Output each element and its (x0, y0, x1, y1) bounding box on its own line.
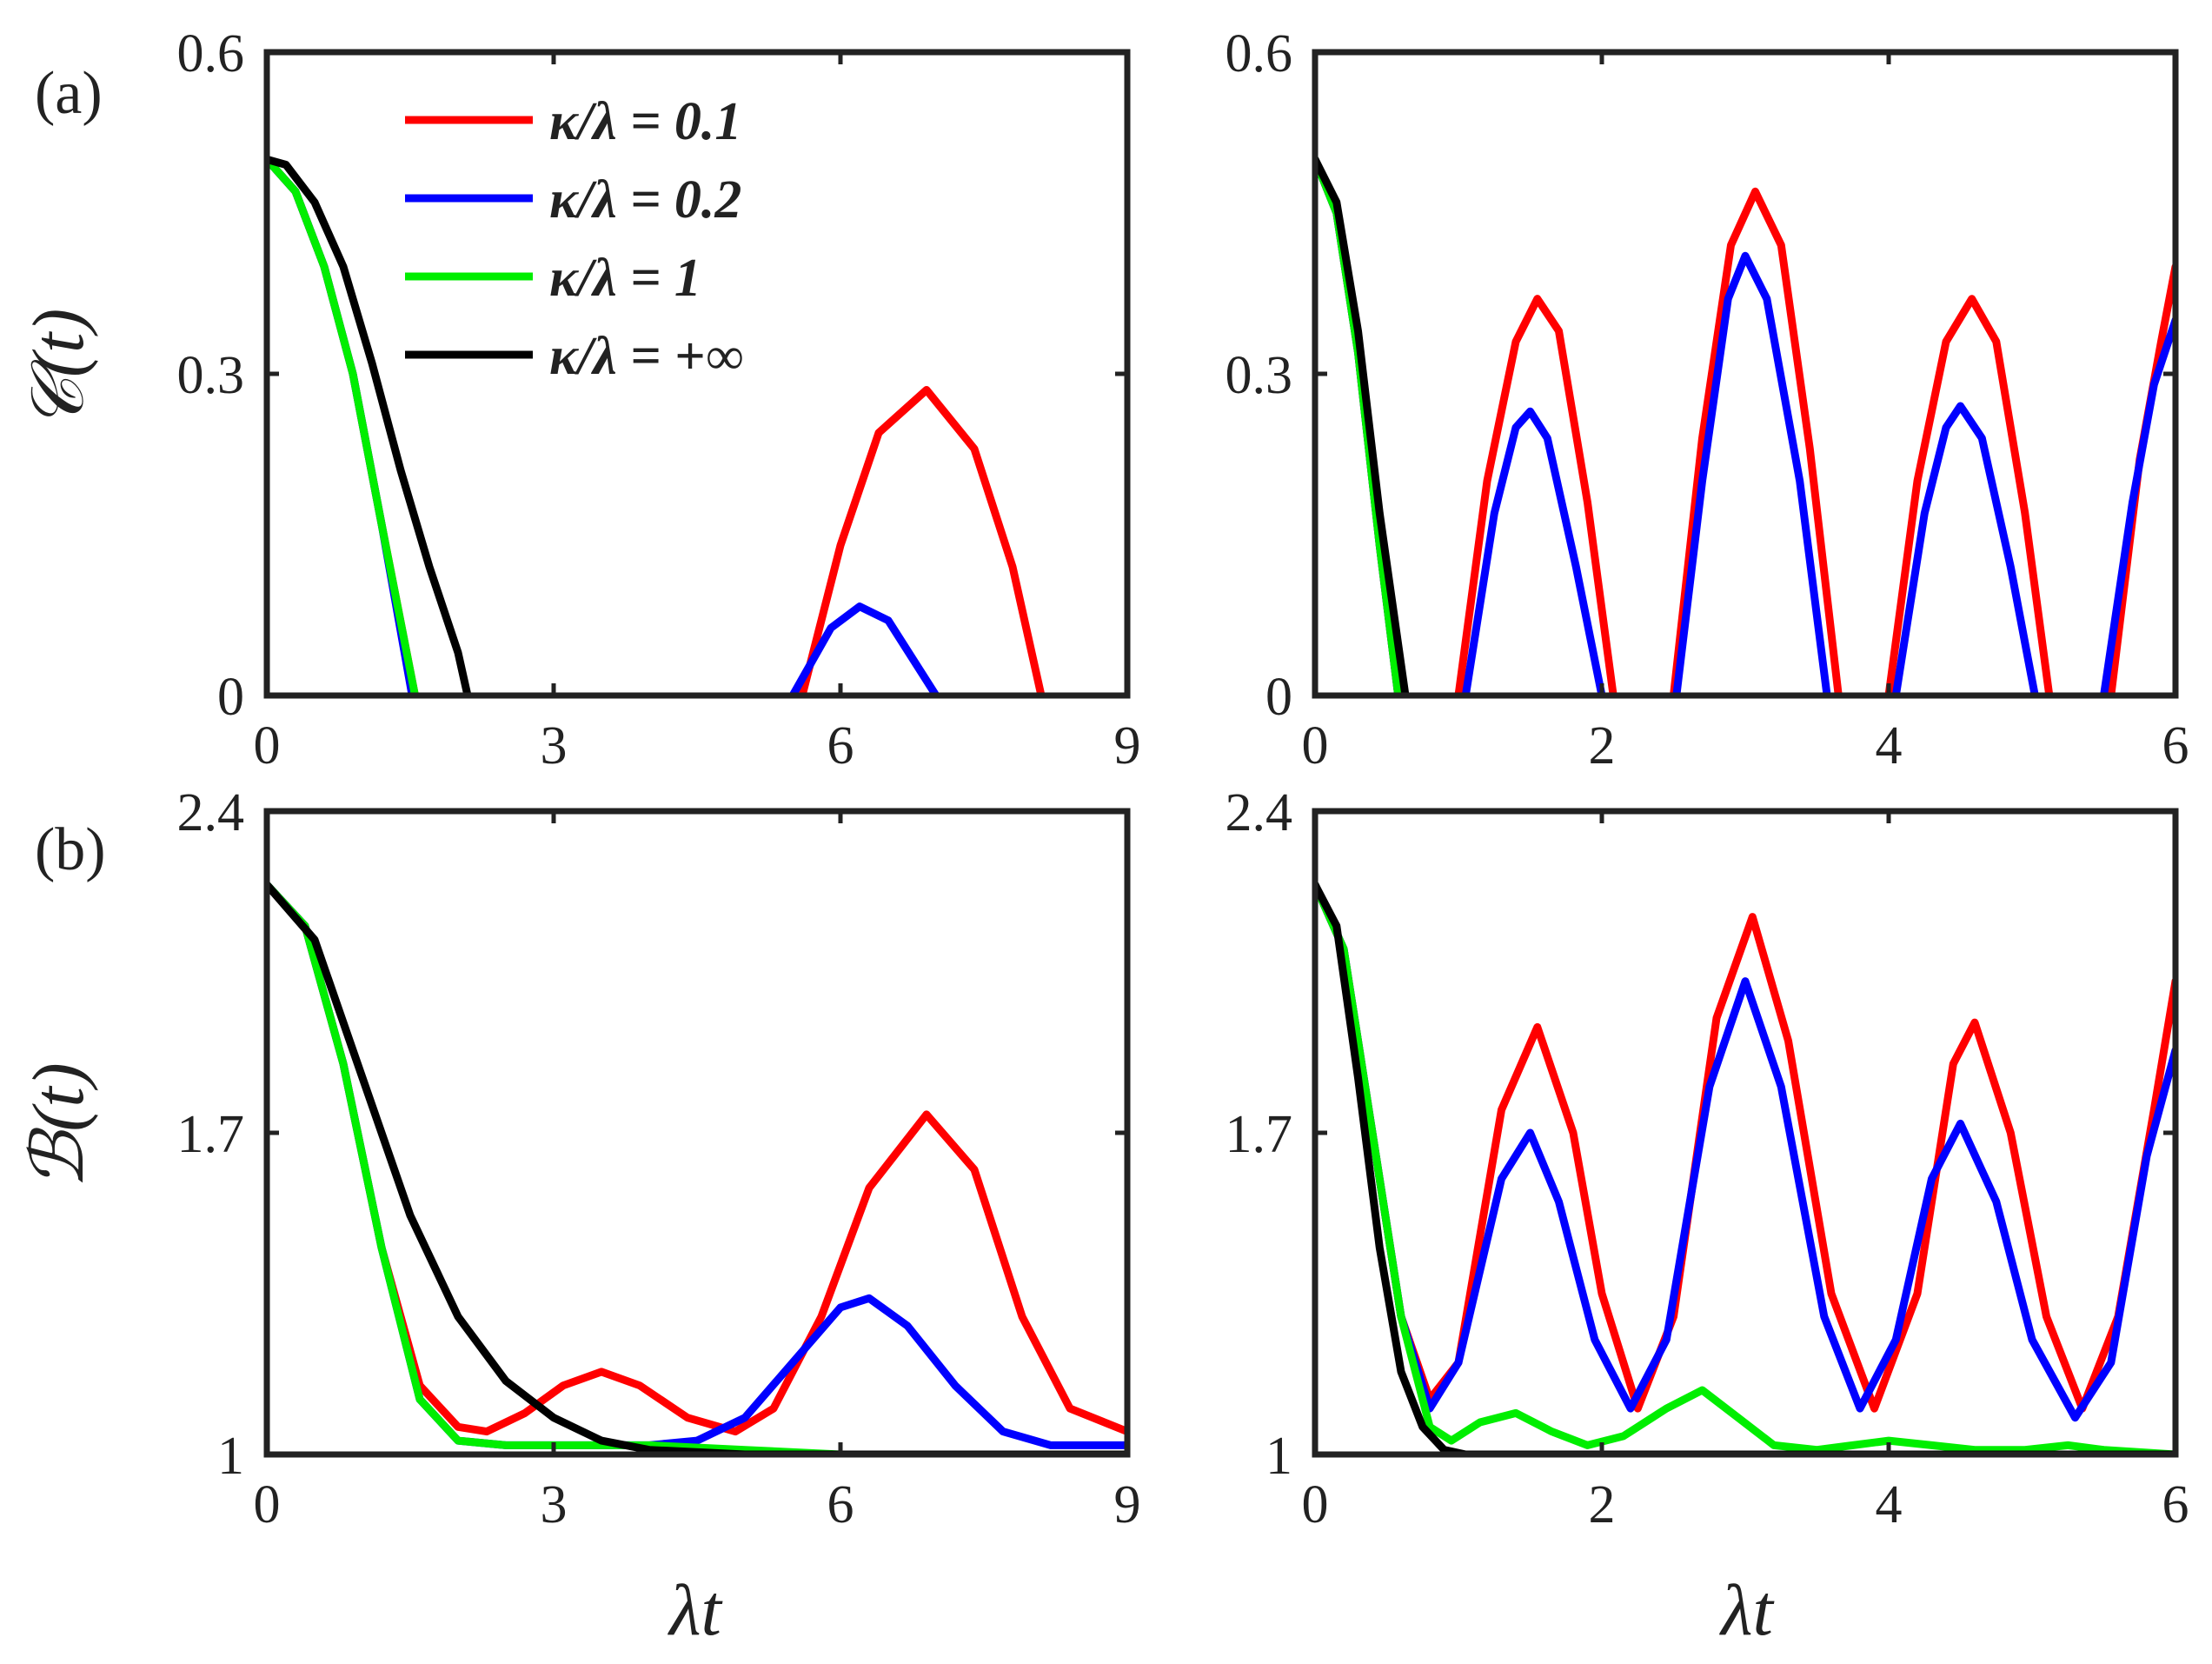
panel-b-right: 0 2 4 6 1 1.7 2.4 (1226, 783, 2189, 1534)
y-tick-label-b-left-2: 2.4 (177, 783, 245, 842)
series-line-b-right-2-0 (1315, 881, 2175, 1454)
x-tick-label-a-left-2: 6 (827, 716, 854, 775)
series-line-a-right-0-2 (1670, 187, 1843, 696)
panel-label-b: (b) (35, 816, 106, 883)
x-tick-label-b-right-1: 2 (1589, 1475, 1616, 1534)
series-line-a-right-0-3 (1884, 295, 2054, 696)
y-tick-label-b-right-2: 2.4 (1226, 783, 1293, 842)
series-line-b-left-3-0 (267, 881, 1127, 1454)
legend-label-k1: κ/λ = 1 (549, 249, 701, 308)
series-line-a-right-2-0 (1315, 155, 1403, 696)
legend-entry-k1: κ/λ = 1 (405, 249, 701, 308)
x-tick-label-b-left-0: 0 (254, 1475, 281, 1534)
x-axis-title-right: λt (1718, 1570, 1775, 1651)
legend-label-kinf: κ/λ = +∞ (549, 327, 743, 386)
axes-frame-b-left (263, 808, 1131, 1458)
x-tick-label-a-right-3: 6 (2162, 716, 2189, 775)
series-line-a-right-0-4 (2107, 263, 2175, 696)
x-tick-label-a-right-0: 0 (1302, 716, 1329, 775)
legend-entry-k01: κ/λ = 0.1 (405, 92, 741, 151)
series-group-b-left (267, 881, 1127, 1454)
y-tick-label-b-left-0: 1 (217, 1427, 244, 1486)
series-line-a-left-2-0 (267, 155, 419, 696)
x-tick-label-a-left-3: 9 (1114, 716, 1141, 775)
x-tick-label-a-right-1: 2 (1589, 716, 1616, 775)
y-tick-label-a-left-0: 0 (217, 668, 244, 727)
panel-a-left: 0 3 6 9 0 0.3 0.6 (177, 24, 1141, 775)
legend-label-k02: κ/λ = 0.2 (549, 170, 741, 230)
x-tick-label-b-right-2: 4 (1876, 1475, 1903, 1534)
legend-entry-kinf: κ/λ = +∞ (405, 327, 743, 386)
series-line-a-left-3-0 (267, 155, 472, 696)
legend-entry-k02: κ/λ = 0.2 (405, 170, 741, 230)
x-tick-label-b-right-0: 0 (1302, 1475, 1329, 1534)
x-tick-label-b-left-1: 3 (541, 1475, 568, 1534)
series-group-b-right (1315, 881, 2175, 1454)
x-tick-label-a-right-2: 4 (1876, 716, 1903, 775)
y-tick-label-a-right-0: 0 (1265, 668, 1292, 727)
x-tick-label-b-left-3: 9 (1114, 1475, 1141, 1534)
series-line-a-right-0-1 (1454, 295, 1617, 696)
y-tick-label-a-left-1: 0.3 (177, 346, 245, 405)
series-line-a-right-1-2 (1672, 251, 1831, 696)
series-line-b-left-0-0 (267, 881, 1127, 1436)
series-line-a-left-0-1 (798, 386, 1046, 696)
legend: κ/λ = 0.1 κ/λ = 0.2 κ/λ = 1 κ/λ = +∞ (405, 92, 743, 386)
y-tick-label-a-left-2: 0.6 (177, 24, 245, 83)
panel-a-right: 0 2 4 6 0 0.3 0.6 (1226, 24, 2189, 775)
series-line-a-right-1-1 (1461, 407, 1606, 696)
y-tick-label-b-left-1: 1.7 (177, 1105, 245, 1164)
series-line-b-right-1-0 (1315, 881, 2175, 1422)
x-tick-label-b-right-3: 6 (2162, 1475, 2189, 1534)
legend-label-k01: κ/λ = 0.1 (549, 92, 741, 151)
series-line-b-right-0-0 (1315, 881, 2175, 1413)
y-axis-title-bottom: ℬ(t) (18, 1062, 99, 1188)
series-line-a-left-1-1 (788, 602, 940, 696)
x-tick-label-a-left-0: 0 (254, 716, 281, 775)
x-axis-title-left: λt (667, 1570, 723, 1651)
axes-frame-a-right (1312, 49, 2179, 699)
x-tick-label-a-left-1: 3 (541, 716, 568, 775)
series-line-a-right-1-4 (2100, 316, 2175, 696)
x-tick-label-b-left-2: 6 (827, 1475, 854, 1534)
y-axis-title-top: 𝒞(t) (18, 309, 99, 431)
series-group-a-left (267, 155, 1046, 696)
series-line-a-right-3-0 (1315, 155, 1410, 696)
y-tick-label-a-right-1: 0.3 (1226, 346, 1293, 405)
y-tick-label-b-right-0: 1 (1265, 1427, 1292, 1486)
y-tick-label-b-right-1: 1.7 (1226, 1105, 1293, 1164)
panels-layer: 0 3 6 900.30.60 2 4 600.30.60 3 6 911.72.40 2 4 611.… (177, 24, 2189, 1534)
panel-label-a: (a) (35, 60, 103, 127)
series-group-a-right (1315, 155, 2175, 696)
series-line-a-right-1-3 (1891, 402, 2039, 696)
y-tick-label-a-right-2: 0.6 (1226, 24, 1293, 83)
panel-b-left: 0 3 6 9 1 1.7 2.4 (177, 783, 1141, 1534)
